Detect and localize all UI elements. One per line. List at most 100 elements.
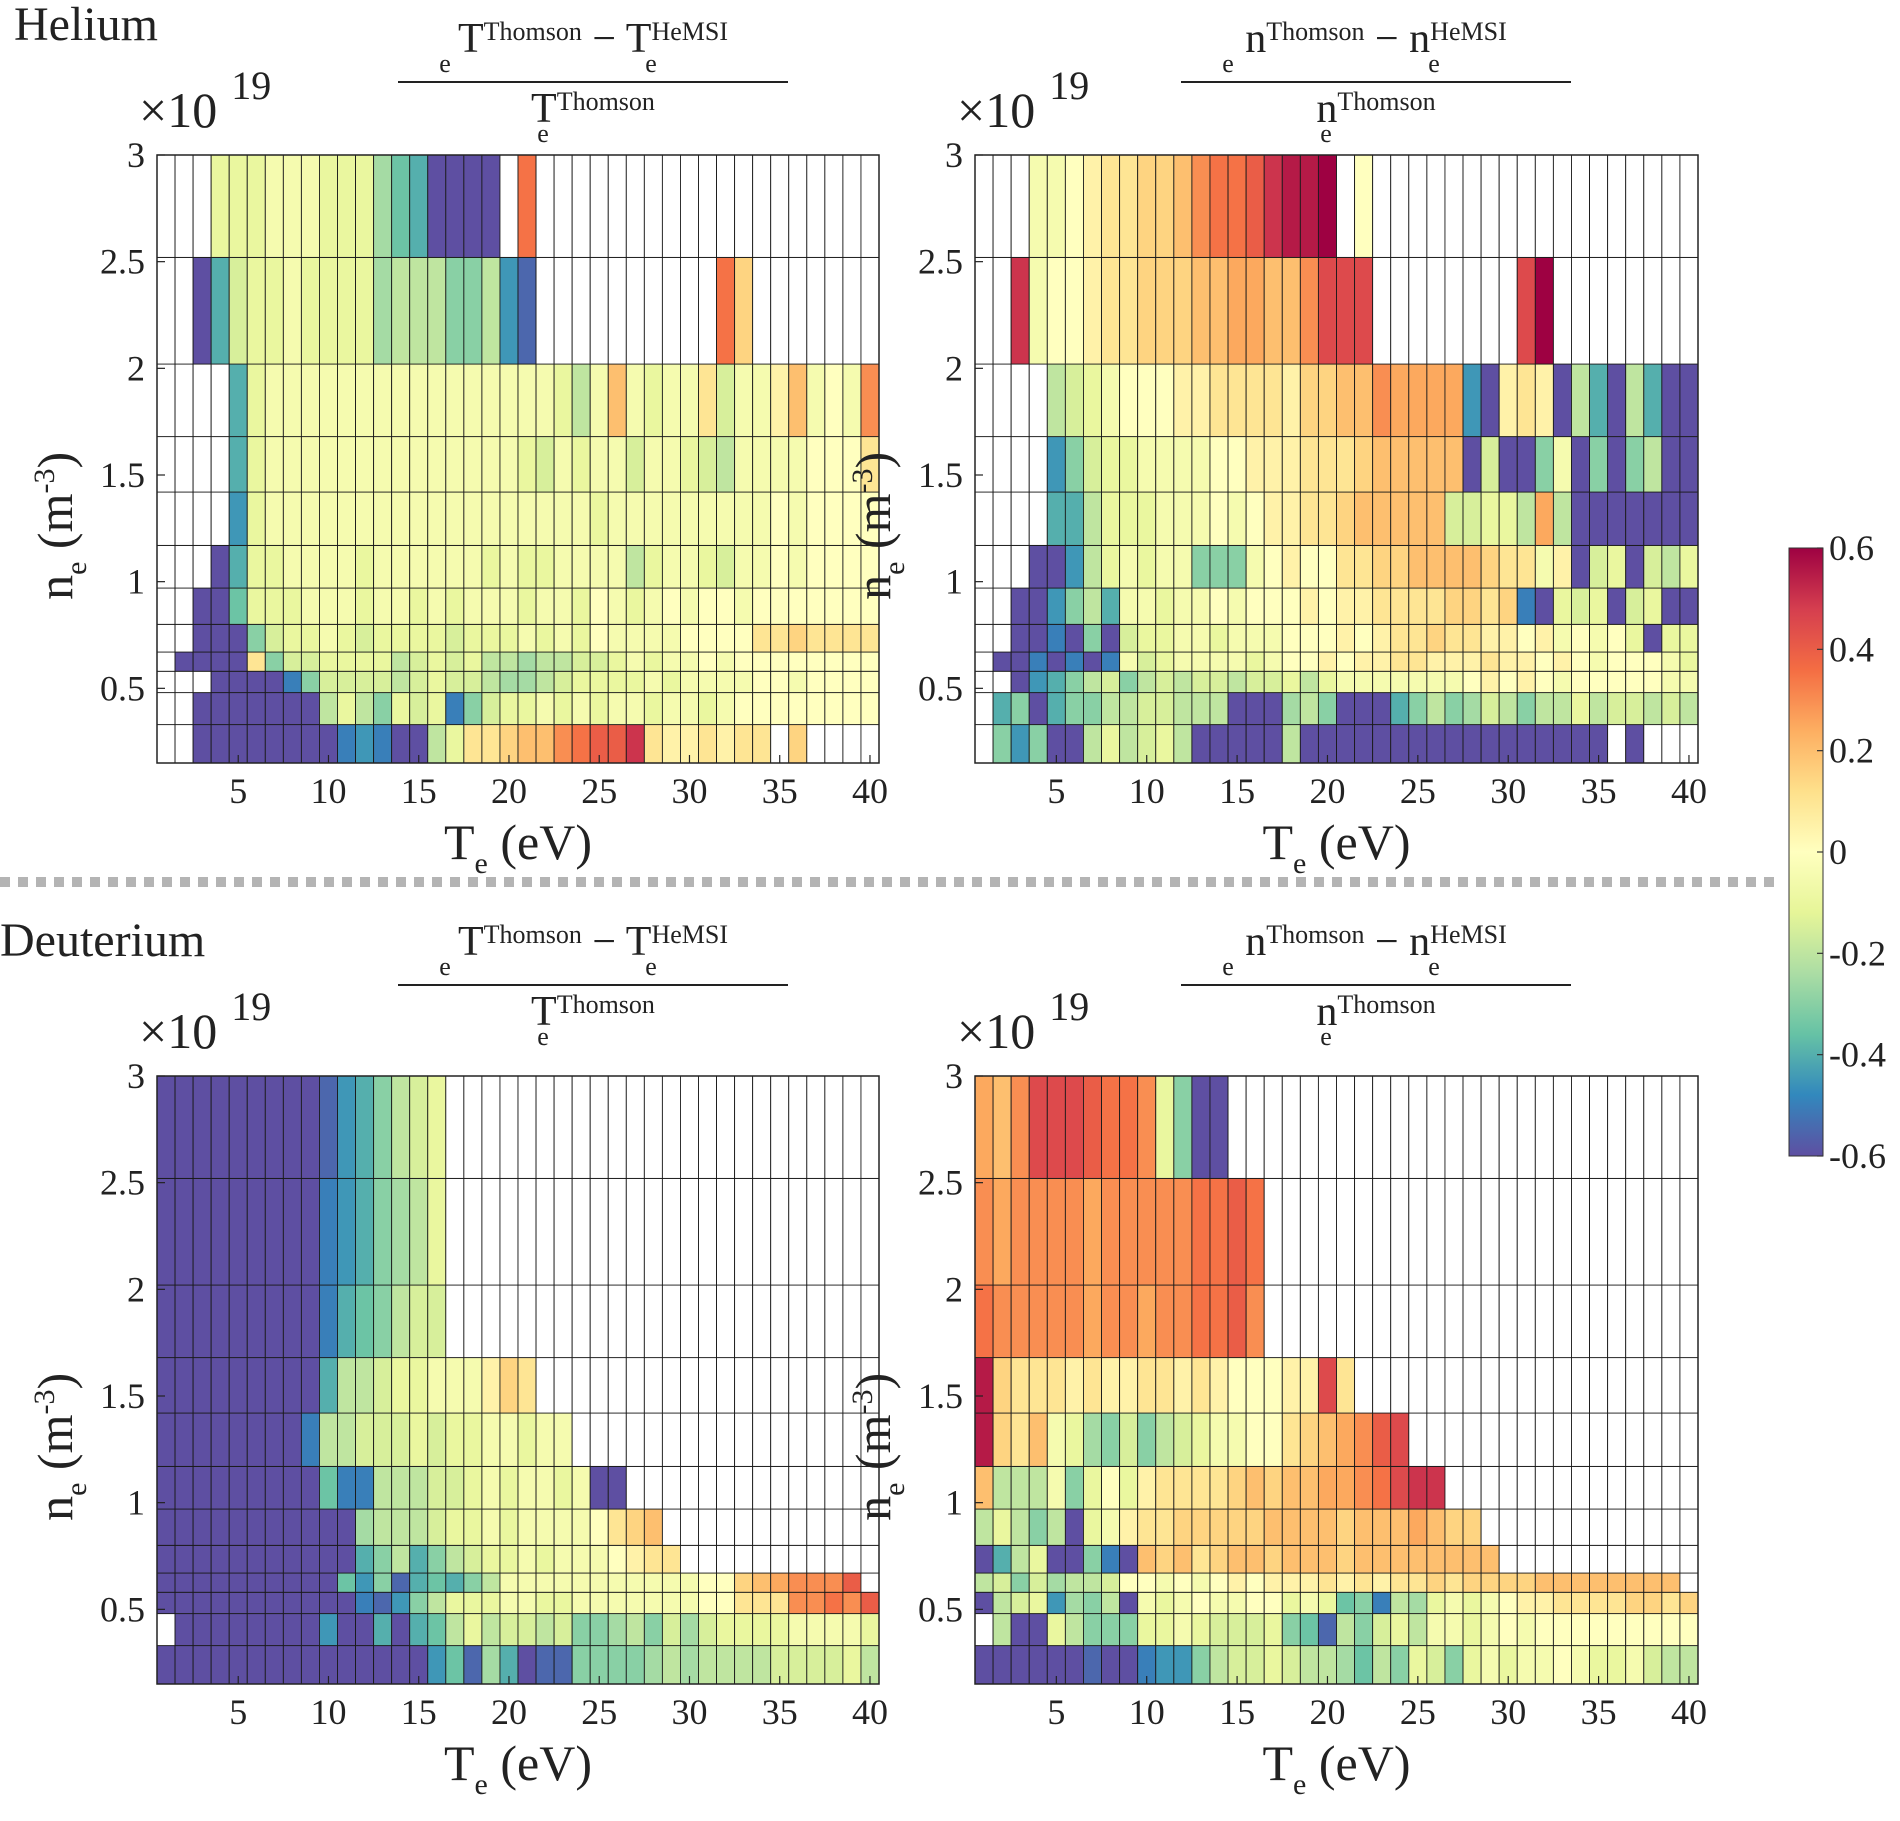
- heatmap-cell: [192, 1591, 212, 1615]
- heatmap-cell: [1643, 1284, 1663, 1359]
- heatmap-cell: [210, 1075, 230, 1179]
- heatmap-cell: [1462, 670, 1482, 694]
- axis-multiplier: ×10 19: [139, 63, 271, 138]
- heatmap-cell: [1263, 363, 1283, 438]
- heatmap-cell: [156, 724, 176, 764]
- heatmap-cell: [553, 1412, 573, 1467]
- heatmap-cell: [1607, 363, 1627, 438]
- heatmap-cell: [860, 651, 880, 672]
- heatmap-cells: [974, 1075, 1699, 1685]
- heatmap-cell: [517, 491, 537, 546]
- heatmap-cell: [355, 363, 375, 438]
- heatmap-cell: [463, 1284, 483, 1359]
- heatmap-cell: [716, 436, 736, 493]
- heatmap-cell: [1028, 623, 1048, 653]
- heatmap-cell: [1317, 154, 1337, 258]
- heatmap-cell: [1372, 1544, 1392, 1574]
- helium-label: Helium: [14, 0, 158, 51]
- heatmap-cell: [625, 1412, 645, 1467]
- heatmap-cell: [463, 491, 483, 546]
- heatmap-cell: [1010, 1075, 1030, 1179]
- heatmap-cell: [391, 724, 411, 764]
- heatmap-cell: [698, 436, 717, 493]
- heatmap-cell: [698, 491, 717, 546]
- heatmap-cell: [1064, 1508, 1084, 1546]
- heatmap-cell: [319, 1572, 338, 1593]
- heatmap-cell: [210, 1508, 230, 1546]
- heatmap-cell: [1119, 692, 1139, 726]
- heatmap-cell: [1010, 256, 1030, 365]
- heatmap-cell: [1552, 1544, 1572, 1574]
- heatmap-cell: [174, 623, 194, 653]
- heatmap-cell: [842, 1645, 862, 1685]
- heatmap-cell: [1010, 623, 1030, 653]
- heatmap-cell: [1227, 1508, 1247, 1546]
- heatmap-cell: [427, 651, 447, 672]
- plot-frame: [156, 1075, 880, 1685]
- heatmap-cell: [1336, 1645, 1356, 1685]
- heatmap-cell: [174, 154, 194, 258]
- heatmap-cell: [1336, 1412, 1356, 1467]
- heatmap-cell: [1354, 1357, 1374, 1414]
- heatmap-cell: [192, 1465, 212, 1510]
- heatmap-cell: [499, 623, 519, 653]
- heatmap-cell: [1119, 1357, 1139, 1414]
- heatmap-cell: [661, 623, 681, 653]
- heatmap-cell: [282, 363, 302, 438]
- y-axis-label-symbol: n: [27, 1496, 83, 1521]
- y-axis-label-exponent: -3: [846, 469, 879, 494]
- heatmap-cell: [1444, 1075, 1464, 1179]
- heatmap-cell: [1607, 1613, 1627, 1647]
- heatmap-cell: [1263, 1544, 1283, 1574]
- heatmap-cell: [1607, 1412, 1627, 1467]
- heatmap-cell: [1281, 724, 1301, 764]
- heatmap-cell: [589, 1177, 609, 1286]
- heatmap-cell: [1354, 544, 1374, 589]
- heatmap-cell: [1263, 1613, 1283, 1647]
- heatmap-cell: [824, 1412, 844, 1467]
- heatmap-cell: [1426, 1357, 1446, 1414]
- heatmap-cell: [481, 154, 501, 258]
- heatmap-cell: [553, 651, 573, 672]
- heatmap-cell: [1625, 1544, 1645, 1574]
- heatmap-cell: [553, 1075, 573, 1179]
- heatmap-cell: [1245, 544, 1265, 589]
- heatmap-cell: [860, 363, 880, 438]
- heatmap-cell: [1119, 1284, 1139, 1359]
- heatmap-cell: [698, 1177, 717, 1286]
- heatmap-cell: [1317, 256, 1337, 365]
- heatmap-cell: [752, 1591, 772, 1615]
- heatmap-cell: [1064, 154, 1084, 258]
- heatmap-cell: [1426, 1572, 1446, 1593]
- heatmap-cell: [734, 1591, 754, 1615]
- heatmap-cell: [228, 1544, 248, 1574]
- heatmap-cell: [571, 491, 591, 546]
- heatmap-cell: [992, 256, 1012, 365]
- heatmap-cell: [445, 587, 465, 625]
- heatmap-cell: [355, 1412, 375, 1467]
- heatmap-cell: [1046, 623, 1066, 653]
- heatmap-cell: [463, 651, 483, 672]
- heatmap-cell: [734, 623, 754, 653]
- heatmap-cell: [1191, 1075, 1211, 1179]
- heatmap-cell: [535, 154, 555, 258]
- heatmap-cell: [1534, 256, 1554, 365]
- heatmap-cell: [1534, 544, 1554, 589]
- heatmap-cell: [1263, 1645, 1283, 1685]
- x-tick-label: 40: [852, 1692, 888, 1732]
- heatmap-cell: [1227, 1591, 1247, 1615]
- heatmap-cell: [1082, 670, 1102, 694]
- heatmap-cell: [860, 623, 880, 653]
- title-superscript: Thomson: [484, 920, 582, 949]
- title-superscript: Thomson: [1266, 920, 1364, 949]
- heatmap-cell: [1263, 1284, 1283, 1359]
- heatmap-cell: [1498, 692, 1518, 726]
- heatmap-cell: [607, 1177, 627, 1286]
- heatmap-cell: [1245, 1357, 1265, 1414]
- heatmap-cell: [661, 587, 681, 625]
- heatmap-cell: [1390, 1177, 1410, 1286]
- heatmap-cell: [625, 154, 645, 258]
- heatmap-cell: [770, 363, 790, 438]
- heatmap-cell: [1010, 1591, 1030, 1615]
- heatmap-cell: [806, 692, 826, 726]
